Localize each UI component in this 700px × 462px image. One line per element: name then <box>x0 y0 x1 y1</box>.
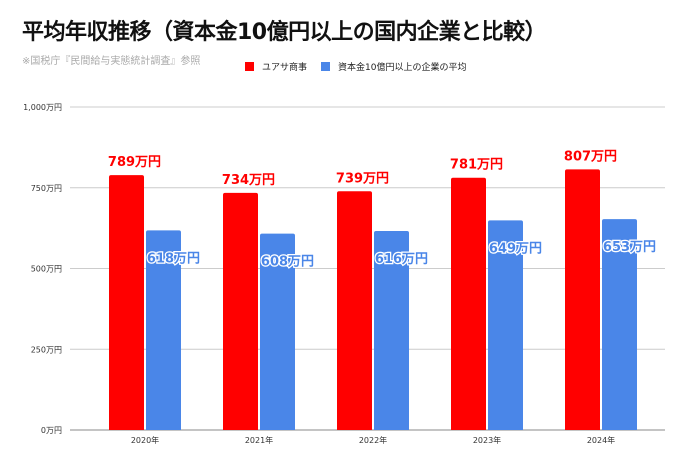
y-tick-label: 500万円 <box>31 265 62 274</box>
legend-item-average[interactable]: 資本金10億円以上の企業の平均 <box>321 60 466 73</box>
legend: ユアサ商事 資本金10億円以上の企業の平均 <box>245 60 466 73</box>
data-label: 649万円 <box>489 241 542 256</box>
x-tick-label: 2021年 <box>245 435 273 445</box>
chart-title: 平均年収推移（資本金10億円以上の国内企業と比較） <box>22 20 547 45</box>
bar <box>146 230 181 430</box>
x-tick-label: 2020年 <box>131 435 159 445</box>
data-label: 789万円 <box>108 155 161 170</box>
data-label: 616万円 <box>375 252 428 267</box>
data-label: 618万円 <box>147 251 200 266</box>
y-tick-label: 750万円 <box>31 184 62 193</box>
legend-swatch <box>245 62 254 71</box>
bar <box>451 177 486 430</box>
data-label: 608万円 <box>261 255 314 270</box>
data-label: 781万円 <box>450 158 503 173</box>
y-tick-label: 0万円 <box>41 426 62 435</box>
legend-swatch <box>321 62 331 71</box>
chart-subtitle: ※国税庁『民間給与実態統計調査』参照 <box>22 56 201 67</box>
bar <box>565 169 600 431</box>
legend-label: ユアサ商事 <box>262 63 308 73</box>
data-label: 807万円 <box>564 149 617 164</box>
bar <box>109 175 144 430</box>
bar <box>337 191 372 430</box>
legend-item-yuasa[interactable]: ユアサ商事 <box>245 60 307 73</box>
bar <box>602 219 637 430</box>
bar <box>260 233 295 430</box>
x-tick-label: 2024年 <box>587 435 615 445</box>
x-tick-label: 2023年 <box>473 435 501 445</box>
legend-label: 資本金10億円以上の企業の平均 <box>338 63 467 73</box>
bar <box>223 192 258 430</box>
data-label: 739万円 <box>336 171 389 186</box>
y-tick-label: 1,000万円 <box>23 103 62 112</box>
x-tick-label: 2022年 <box>359 435 387 445</box>
bar <box>374 231 409 430</box>
bar <box>488 220 523 430</box>
y-tick-label: 250万円 <box>31 345 62 354</box>
data-label: 653万円 <box>603 240 656 255</box>
data-label: 734万円 <box>222 173 275 188</box>
